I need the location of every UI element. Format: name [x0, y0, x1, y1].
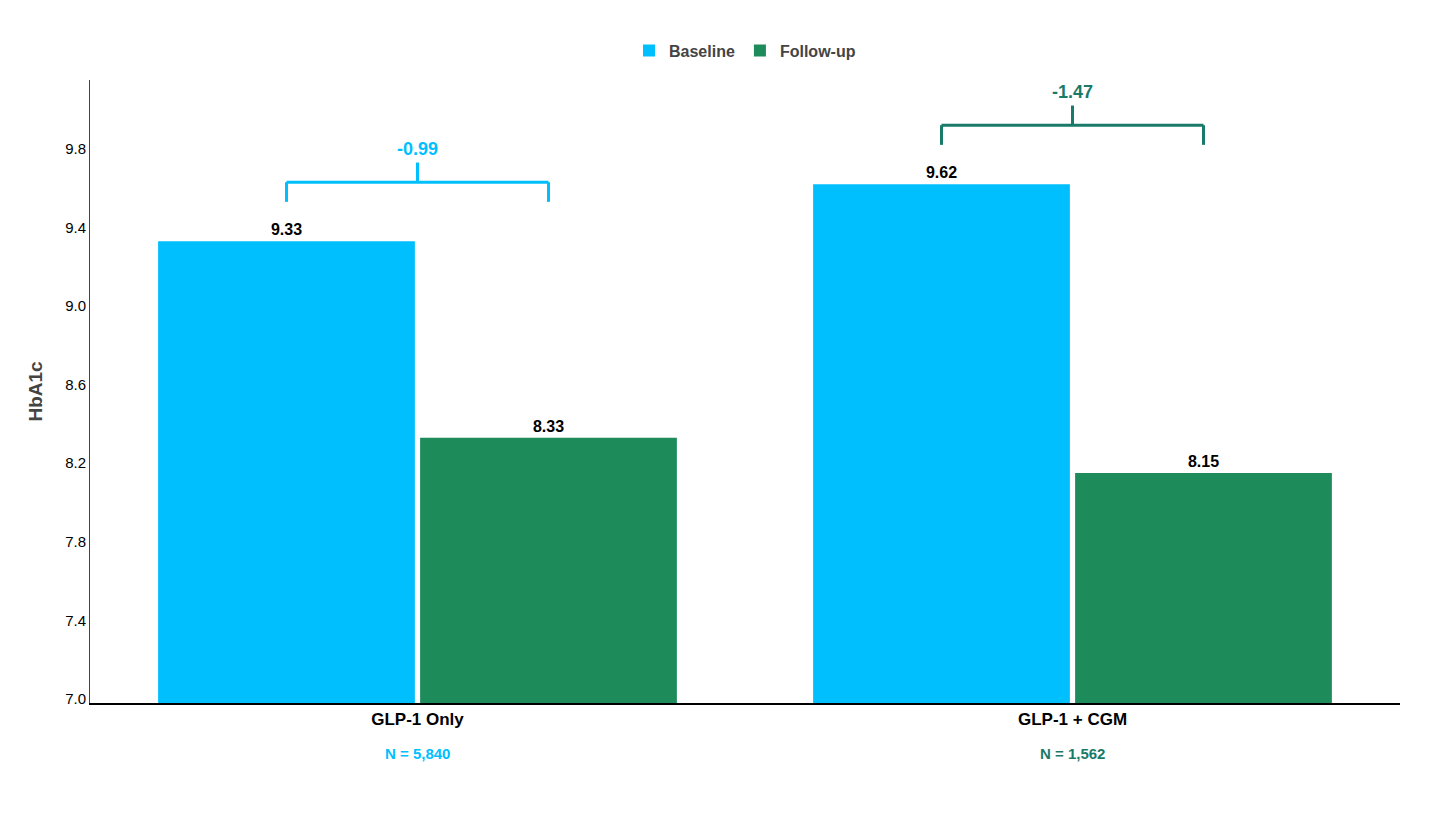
- svg-text:N = 5,840: N = 5,840: [385, 745, 450, 762]
- svg-text:9.8: 9.8: [65, 140, 86, 157]
- svg-text:N = 1,562: N = 1,562: [1040, 745, 1105, 762]
- svg-text:9.62: 9.62: [926, 164, 957, 181]
- svg-text:-1.47: -1.47: [1052, 82, 1093, 102]
- svg-text:-0.99: -0.99: [397, 139, 438, 159]
- svg-text:7.8: 7.8: [65, 533, 86, 550]
- svg-text:7.4: 7.4: [65, 612, 86, 629]
- svg-text:7.0: 7.0: [65, 690, 86, 707]
- svg-text:8.2: 8.2: [65, 454, 86, 471]
- svg-text:9.4: 9.4: [65, 219, 86, 236]
- svg-text:GLP-1 + CGM: GLP-1 + CGM: [1018, 710, 1127, 729]
- svg-text:8.6: 8.6: [65, 376, 86, 393]
- svg-text:9.33: 9.33: [271, 221, 302, 238]
- svg-text:Follow-up: Follow-up: [780, 43, 856, 60]
- svg-text:9.0: 9.0: [65, 297, 86, 314]
- svg-text:GLP-1 Only: GLP-1 Only: [371, 710, 464, 729]
- svg-text:8.33: 8.33: [533, 418, 564, 435]
- svg-text:8.15: 8.15: [1188, 453, 1219, 470]
- svg-text:Baseline: Baseline: [669, 43, 735, 60]
- svg-text:HbA1c: HbA1c: [25, 361, 46, 422]
